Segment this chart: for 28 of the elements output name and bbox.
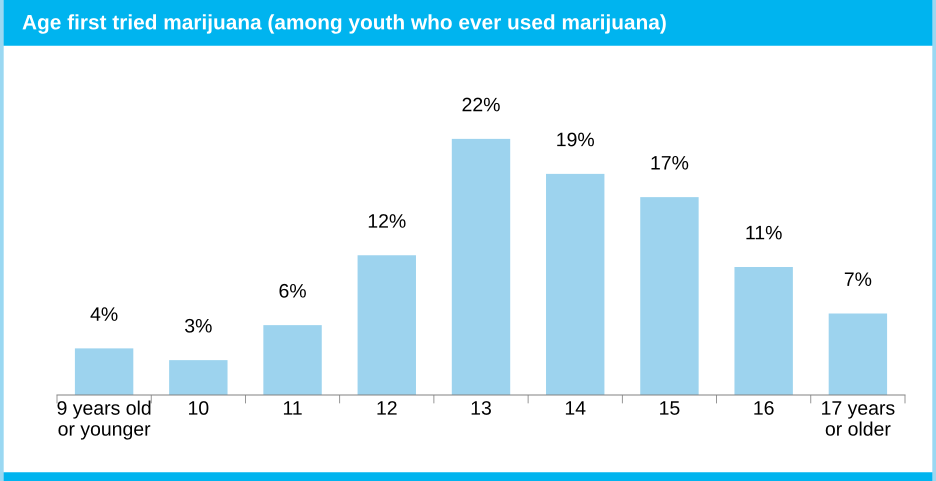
bar bbox=[828, 314, 888, 395]
bar bbox=[734, 266, 793, 395]
data-label: 7% bbox=[844, 272, 872, 286]
x-tick-label: 17 years or older bbox=[822, 401, 894, 436]
x-tick-label: 9 years old or younger bbox=[57, 400, 150, 440]
data-label: 19% bbox=[557, 132, 594, 146]
data-label: 11% bbox=[746, 226, 782, 240]
data-label: 3% bbox=[185, 318, 212, 333]
x-tick-label: 11 bbox=[284, 401, 302, 415]
x-tick-label: 14 bbox=[566, 401, 586, 415]
bar bbox=[358, 255, 416, 395]
chart-title: Age first tried marijuana (among youth who ever used marijuana) bbox=[22, 14, 666, 34]
x-tick-label: 16 bbox=[754, 401, 774, 415]
x-tick-label: 12 bbox=[377, 401, 397, 415]
data-label: 12% bbox=[368, 214, 406, 228]
x-tick-label: 13 bbox=[472, 401, 491, 415]
bar bbox=[640, 197, 699, 395]
data-label: 6% bbox=[279, 284, 306, 298]
x-tick-label: 15 bbox=[660, 401, 680, 415]
x-tick-label: 10 bbox=[189, 401, 208, 415]
bar bbox=[74, 348, 134, 395]
bar bbox=[263, 325, 322, 395]
data-label: 4% bbox=[90, 307, 118, 321]
data-label: 17% bbox=[651, 156, 688, 170]
data-label: 22% bbox=[462, 98, 500, 112]
bar bbox=[169, 360, 228, 395]
bar bbox=[546, 174, 604, 395]
bar bbox=[452, 138, 510, 395]
